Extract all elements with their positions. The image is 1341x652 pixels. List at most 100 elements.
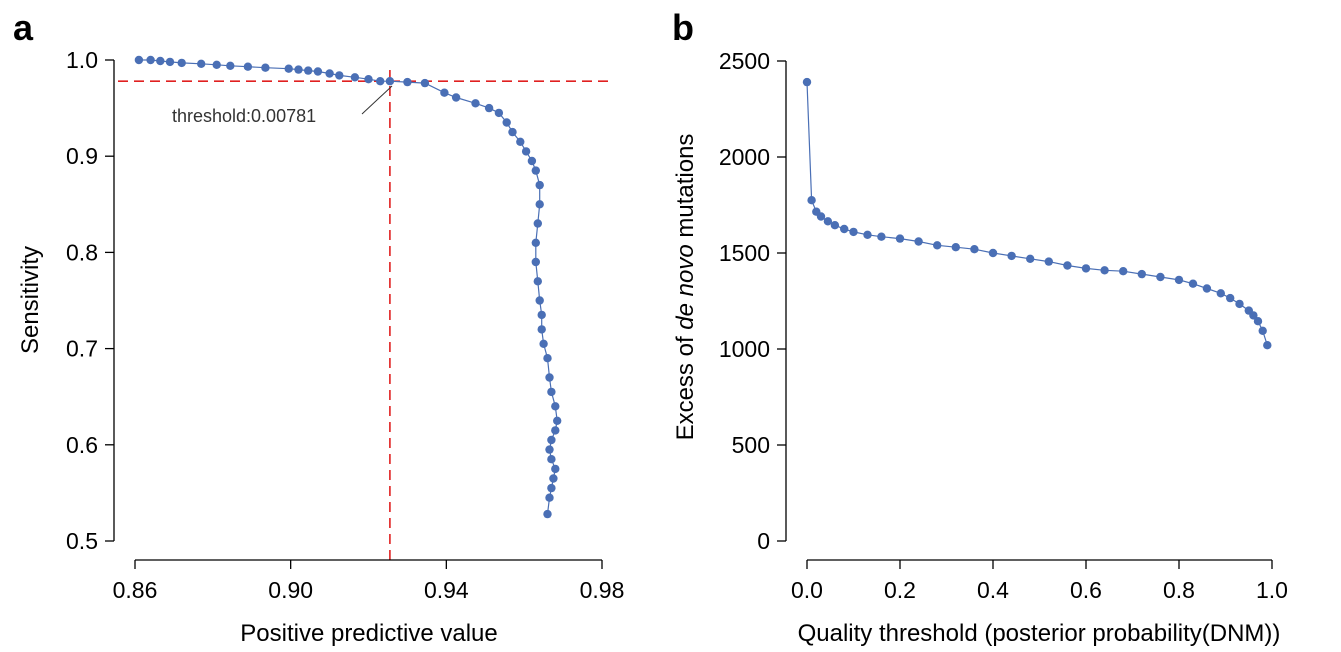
data-point: [802, 77, 812, 87]
data-point: [535, 296, 544, 305]
data-point: [537, 325, 546, 334]
data-point: [364, 75, 373, 84]
data-point: [1216, 289, 1226, 298]
data-point: [165, 57, 175, 67]
data-point: [547, 455, 556, 464]
data-point: [1263, 341, 1272, 350]
data-point: [543, 354, 552, 363]
y-tick-label: 2000: [719, 144, 770, 170]
y-tick-label: 0: [757, 528, 770, 554]
data-point: [376, 77, 385, 86]
panel-b-y-axis-title-part-3: mutations: [672, 134, 699, 245]
x-tick-label: 0.4: [977, 577, 1009, 603]
y-tick-label: 0.5: [66, 528, 98, 554]
data-point: [545, 445, 554, 454]
data-point: [988, 248, 998, 258]
data-point: [508, 127, 517, 137]
data-point: [539, 339, 548, 348]
data-point: [304, 66, 313, 75]
data-point: [1202, 284, 1212, 293]
x-tick-label: 1.0: [1256, 577, 1288, 603]
annotation-leader-line: [361, 85, 393, 115]
data-point: [1226, 293, 1235, 303]
data-point: [420, 78, 430, 88]
data-point: [1188, 279, 1198, 288]
data-point: [516, 137, 525, 146]
data-point: [1156, 272, 1165, 282]
y-tick-label: 500: [732, 432, 770, 458]
x-tick-label: 0.6: [1070, 577, 1102, 603]
data-point: [531, 238, 540, 247]
data-point: [849, 227, 858, 237]
data-point: [1044, 257, 1054, 266]
data-point: [1249, 311, 1258, 320]
panel-a-y-axis-title: Sensitivity: [17, 246, 44, 354]
data-point: [551, 426, 560, 435]
y-tick-label: 2500: [719, 48, 770, 74]
data-point: [545, 493, 554, 502]
panel-letter-b: b: [672, 7, 694, 48]
data-point: [1100, 266, 1109, 275]
data-point: [840, 224, 849, 234]
panel-b-y-axis-title-italic: de novo: [672, 244, 699, 329]
annotation-text: threshold:0.00781: [172, 106, 316, 126]
data-point: [335, 71, 344, 80]
data-point: [527, 156, 537, 166]
panel-b-x-axis-title: Quality threshold (posterior probability…: [798, 620, 1281, 647]
y-tick-label: 1500: [719, 240, 770, 266]
panel-b-series: [802, 77, 1272, 350]
data-point: [484, 103, 494, 113]
data-point: [551, 402, 560, 411]
panel-b: b 0.0 0.2 0.4 0.6 0.8 1.0 0 500 1000 1500 2000 2500…: [672, 7, 1288, 647]
data-point: [146, 55, 155, 65]
data-point: [1081, 264, 1091, 273]
data-point: [877, 232, 886, 241]
panel-a: a threshold:0.00781 0.86 0.90 0.94 0.980.50…: [13, 7, 624, 647]
data-point: [830, 221, 840, 230]
x-tick-label: 0.0: [791, 577, 823, 603]
data-point: [521, 147, 531, 156]
data-point: [533, 277, 542, 286]
panel-a-series: [134, 55, 562, 519]
data-point: [1119, 267, 1128, 276]
data-point: [545, 373, 554, 382]
y-tick-label: 0.6: [66, 432, 98, 458]
data-point: [294, 65, 303, 74]
data-point: [134, 55, 144, 65]
data-point: [177, 58, 186, 68]
x-tick-label: 0.86: [113, 577, 158, 603]
x-tick-label: 0.8: [1163, 577, 1195, 603]
data-point: [535, 200, 544, 209]
data-point: [403, 77, 412, 87]
x-tick-label: 0.98: [580, 577, 625, 603]
data-point: [970, 245, 979, 254]
data-point: [212, 60, 221, 69]
data-point: [543, 509, 552, 519]
panel-a-axes: 0.86 0.90 0.94 0.98 0.5 0.6 0.7 0.8 0.9 1.0: [66, 47, 624, 603]
x-tick-label: 0.94: [424, 577, 469, 603]
data-point: [325, 69, 334, 78]
series-line: [138, 59, 558, 515]
data-point: [895, 234, 905, 243]
panel-b-y-axis-title: Excess of de novo mutations: [672, 134, 699, 441]
x-tick-label: 0.90: [268, 577, 313, 603]
x-tick-label: 0.2: [884, 577, 916, 603]
data-point: [823, 217, 833, 226]
data-point: [537, 310, 546, 320]
data-point: [551, 464, 560, 474]
y-tick-label: 1000: [719, 336, 770, 362]
data-point: [549, 474, 558, 483]
data-point: [494, 108, 504, 118]
data-point: [547, 483, 556, 493]
data-point: [197, 59, 206, 68]
panel-a-annotation: threshold:0.00781: [172, 85, 393, 126]
data-point: [451, 93, 461, 102]
panel-a-x-axis-title: Positive predictive value: [240, 620, 497, 647]
data-point: [350, 73, 360, 82]
data-point: [1063, 261, 1072, 270]
data-point: [1235, 299, 1244, 309]
y-tick-label: 1.0: [66, 47, 98, 73]
data-point: [226, 61, 235, 70]
data-point: [1174, 275, 1184, 285]
y-tick-label: 0.9: [66, 143, 98, 169]
